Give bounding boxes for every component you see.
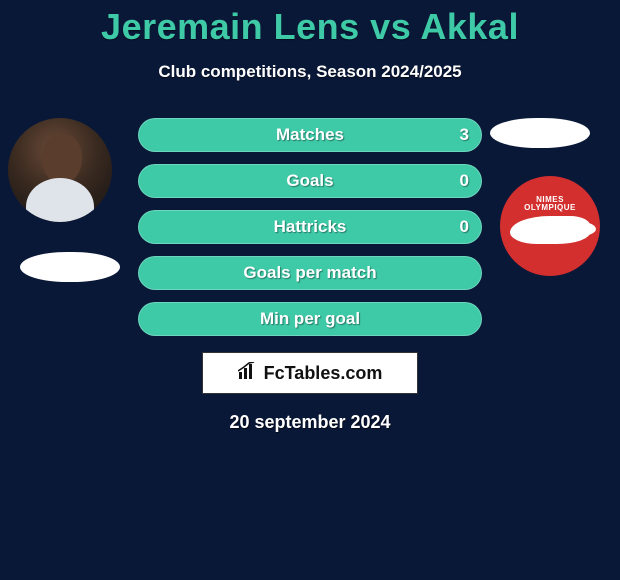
stats-bars: Matches 3 Goals 0 Hattricks 0 Goals per …: [138, 118, 482, 336]
source-brand-box: FcTables.com: [202, 352, 418, 394]
player-right-badge: NIMES OLYMPIQUE: [500, 176, 600, 276]
stat-label: Min per goal: [260, 309, 360, 329]
player-left-avatar: [8, 118, 112, 222]
page-title: Jeremain Lens vs Akkal: [0, 0, 620, 48]
stat-bar-min-per-goal: Min per goal: [138, 302, 482, 336]
stat-bar-matches: Matches 3: [138, 118, 482, 152]
subtitle: Club competitions, Season 2024/2025: [0, 62, 620, 82]
player-right-flag: [490, 118, 590, 148]
stat-label: Goals per match: [243, 263, 376, 283]
stat-value: 3: [460, 125, 469, 145]
stat-label: Goals: [286, 171, 333, 191]
stat-bar-goals: Goals 0: [138, 164, 482, 198]
date-label: 20 september 2024: [0, 412, 620, 433]
stat-value: 0: [460, 217, 469, 237]
source-brand-text: FcTables.com: [264, 363, 383, 384]
club-badge-text: NIMES OLYMPIQUE: [524, 196, 576, 212]
stat-label: Matches: [276, 125, 344, 145]
bar-chart-icon: [238, 362, 258, 385]
player-left-flag: [20, 252, 120, 282]
crocodile-icon: [510, 216, 590, 244]
stat-bar-goals-per-match: Goals per match: [138, 256, 482, 290]
stat-label: Hattricks: [274, 217, 347, 237]
stat-value: 0: [460, 171, 469, 191]
stat-bar-hattricks: Hattricks 0: [138, 210, 482, 244]
club-badge-text-bottom: OLYMPIQUE: [524, 203, 576, 212]
comparison-area: NIMES OLYMPIQUE Matches 3 Goals 0 Hattri…: [0, 118, 620, 433]
